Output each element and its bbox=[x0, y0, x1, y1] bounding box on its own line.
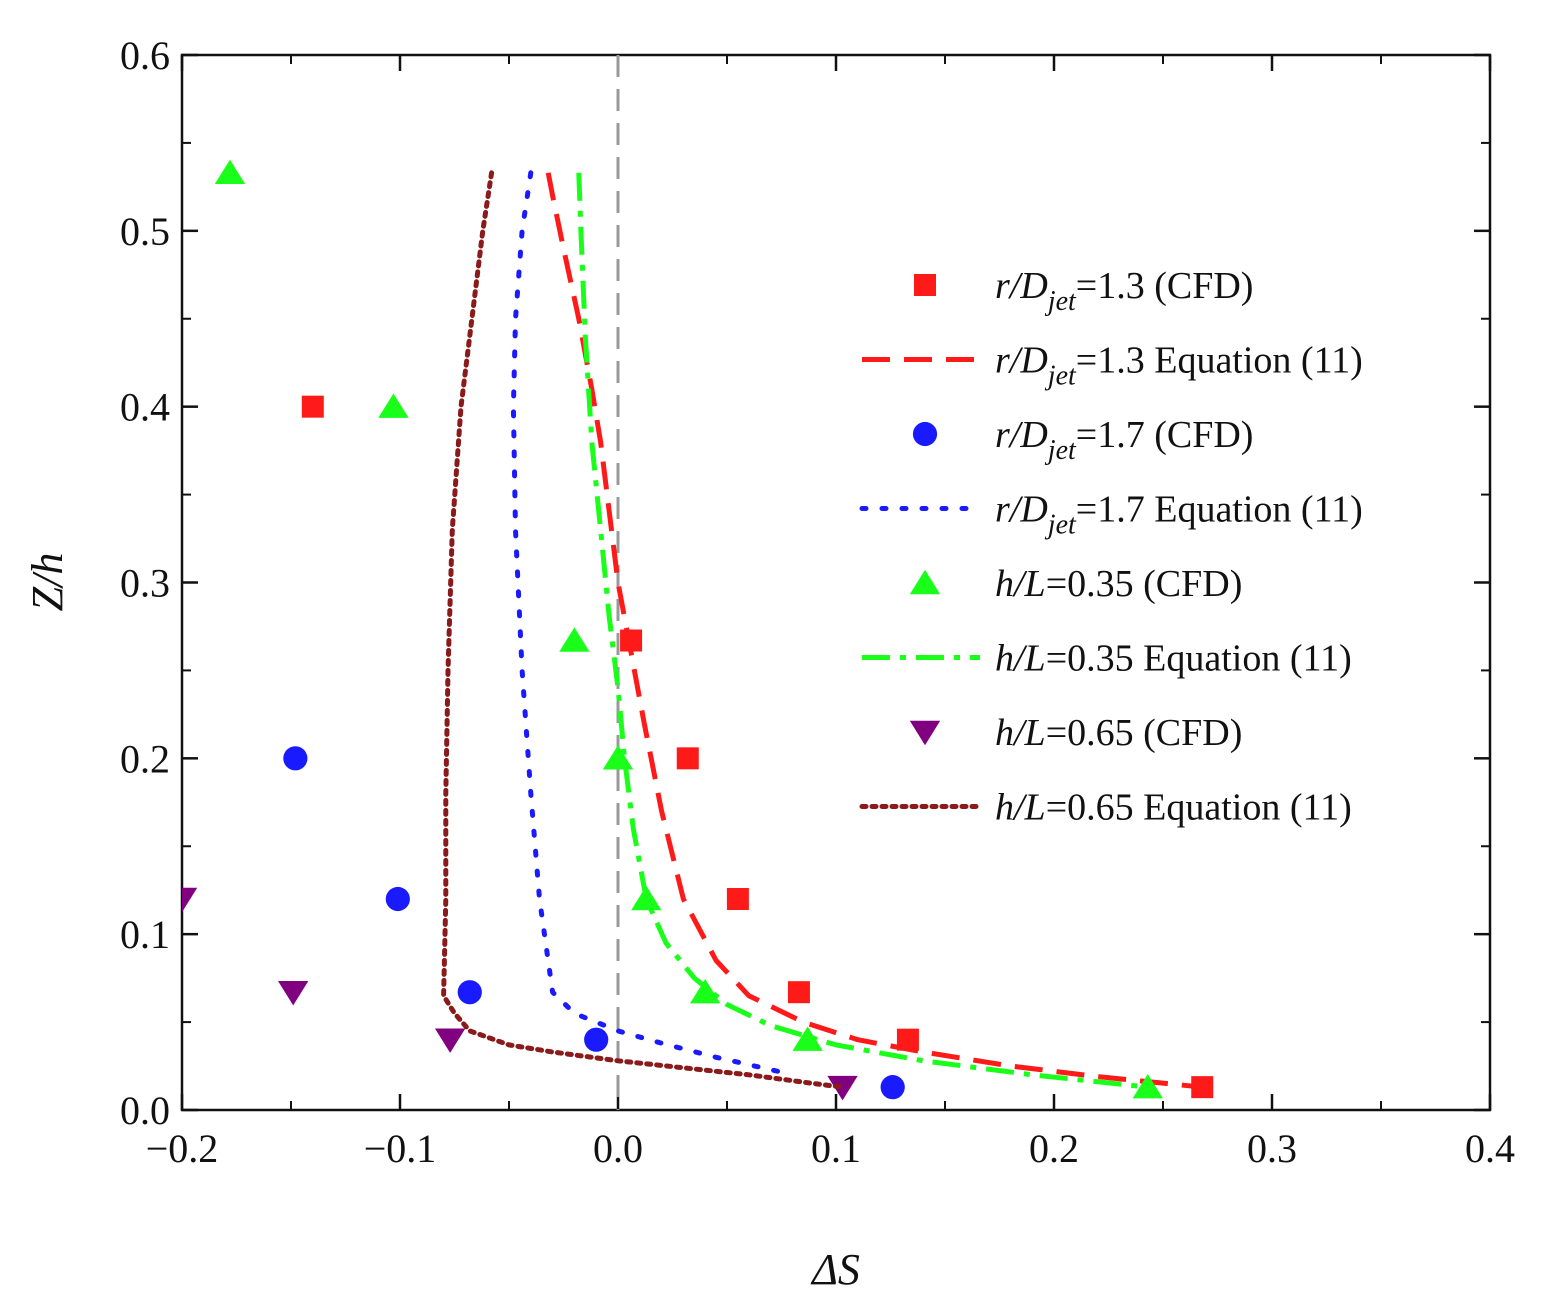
legend-label: h/L=0.65 Equation (11) bbox=[995, 787, 1352, 829]
data-point bbox=[787, 981, 810, 1004]
data-point bbox=[457, 980, 482, 1005]
series-line bbox=[576, 172, 1148, 1090]
series-5 bbox=[576, 172, 1148, 1090]
x-tick-label: 0.2 bbox=[1029, 1126, 1079, 1171]
y-axis-title: Z/h bbox=[23, 553, 72, 612]
legend-entry: h/L=0.35 Equation (11) bbox=[862, 638, 1352, 680]
x-tick-label: −0.1 bbox=[364, 1126, 437, 1171]
legend-label: h/L=0.35 Equation (11) bbox=[995, 638, 1352, 680]
legend-label: r/Djet=1.7 (CFD) bbox=[995, 414, 1253, 466]
series-0 bbox=[301, 395, 1214, 1099]
y-tick-label: 0.0 bbox=[120, 1088, 170, 1133]
legend-label: r/Djet=1.3 (CFD) bbox=[995, 265, 1253, 317]
legend-marker bbox=[914, 274, 936, 296]
data-point bbox=[278, 980, 309, 1006]
legend-marker bbox=[909, 569, 941, 595]
data-point bbox=[283, 746, 308, 771]
y-tick-label: 0.1 bbox=[120, 912, 170, 957]
legend-entry: r/Djet=1.7 (CFD) bbox=[912, 414, 1253, 466]
data-point bbox=[584, 1027, 609, 1052]
x-tick-label: −0.2 bbox=[146, 1126, 219, 1171]
legend-entry: r/Djet=1.3 (CFD) bbox=[914, 265, 1253, 317]
data-point bbox=[896, 1028, 919, 1051]
legend-entry: r/Djet=1.3 Equation (11) bbox=[862, 340, 1363, 392]
plot-frame bbox=[180, 53, 1492, 1112]
data-point bbox=[182, 887, 198, 913]
series-layer bbox=[182, 159, 1214, 1101]
series-7 bbox=[441, 170, 845, 1090]
data-point bbox=[602, 745, 634, 770]
series-line bbox=[545, 172, 1203, 1090]
y-tick-label: 0.4 bbox=[120, 385, 170, 430]
series-1 bbox=[545, 172, 1203, 1090]
legend-label: h/L=0.35 (CFD) bbox=[995, 563, 1242, 605]
legend-entry: h/L=0.65 Equation (11) bbox=[859, 787, 1352, 829]
legend-entry: h/L=0.65 (CFD) bbox=[909, 712, 1242, 754]
series-line bbox=[510, 170, 795, 1078]
x-tick-label: 0.1 bbox=[811, 1126, 861, 1171]
series-line bbox=[441, 170, 845, 1090]
data-point bbox=[1191, 1076, 1214, 1099]
data-point bbox=[726, 888, 749, 910]
y-tick-label: 0.3 bbox=[120, 561, 170, 606]
data-point bbox=[880, 1075, 905, 1100]
legend-entry: h/L=0.35 (CFD) bbox=[909, 563, 1242, 605]
data-point bbox=[214, 159, 246, 185]
legend-marker bbox=[909, 720, 941, 746]
data-point bbox=[827, 1075, 858, 1101]
series-2 bbox=[283, 746, 905, 1100]
legend-label: r/Djet=1.3 Equation (11) bbox=[995, 340, 1363, 392]
data-point bbox=[690, 978, 721, 1004]
x-tick-label: 0.3 bbox=[1247, 1126, 1297, 1171]
series-3 bbox=[510, 170, 795, 1078]
x-tick-label: 0.4 bbox=[1465, 1126, 1515, 1171]
data-point bbox=[378, 393, 409, 418]
legend-marker bbox=[912, 421, 938, 447]
data-point bbox=[301, 395, 324, 418]
data-point bbox=[676, 747, 699, 770]
legend: r/Djet=1.3 (CFD) r/Djet=1.3 Equation (11)… bbox=[859, 265, 1363, 829]
series-6 bbox=[182, 887, 858, 1101]
data-point bbox=[792, 1026, 823, 1051]
data-point bbox=[559, 627, 590, 652]
y-tick-label: 0.6 bbox=[120, 33, 170, 78]
legend-label: h/L=0.65 (CFD) bbox=[995, 712, 1242, 754]
y-tick-label: 0.2 bbox=[120, 736, 170, 781]
data-point bbox=[385, 886, 410, 912]
axis-ticks: −0.2 −0.1 0.0 0.1 0.2 0.3 0.4 0.0 0.1 0.2 0.3 0.4 0.… bbox=[120, 33, 1515, 1171]
x-axis-title: ΔS bbox=[810, 1245, 860, 1294]
y-tick-label: 0.5 bbox=[120, 209, 170, 254]
legend-label: r/Djet=1.7 Equation (11) bbox=[995, 489, 1363, 541]
data-point bbox=[434, 1028, 466, 1053]
x-tick-label: 0.0 bbox=[593, 1126, 643, 1171]
legend-entry: r/Djet=1.7 Equation (11) bbox=[859, 489, 1363, 541]
